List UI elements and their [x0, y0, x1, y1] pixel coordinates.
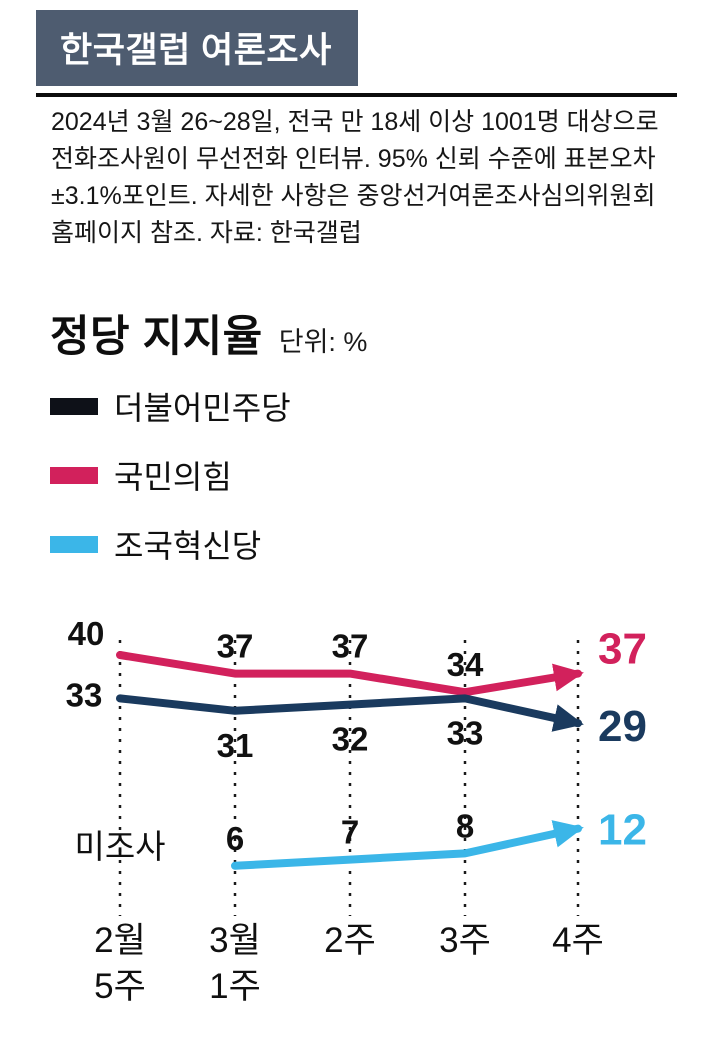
- series-line-2: [231, 820, 584, 870]
- point-label: 8: [456, 807, 474, 844]
- methodology-note: 2024년 3월 26~28일, 전국 만 18세 이상 1001명 대상으로 …: [51, 108, 659, 247]
- point-label: 32: [332, 721, 369, 758]
- header-banner: 한국갤럽 여론조사: [36, 10, 358, 86]
- end-value-label-0: 37: [598, 625, 647, 674]
- chart-title-row: 정당 지지율 단위: %: [50, 302, 367, 364]
- divider: [36, 93, 677, 97]
- point-label: 31: [217, 727, 254, 764]
- point-label: 6: [226, 820, 244, 857]
- point-label: 37: [217, 628, 254, 665]
- point-label: 33: [66, 676, 103, 713]
- series-line-1: [116, 694, 584, 732]
- header-title: 한국갤럽 여론조사: [60, 31, 332, 70]
- legend-label-ppp: 국민의힘: [114, 459, 232, 495]
- axis-label: 2주: [324, 921, 376, 960]
- party-support-line-chart: 40 37 37 34 37 33 31 32 33 29 미조사 6 7 8 12 2월 5주 3월 1주 2주 3주…: [66, 615, 647, 1006]
- end-value-label-1: 29: [598, 702, 647, 751]
- point-label: 33: [447, 714, 484, 751]
- legend-item-minjoo: 더불어민주당: [50, 383, 291, 429]
- point-label: 34: [447, 646, 484, 683]
- legend-swatch-ppp: [50, 466, 98, 484]
- legend-label-rebuilding-korea: 조국혁신당: [114, 528, 262, 564]
- axis-label: 4주: [552, 921, 604, 960]
- axis-label: 5주: [94, 967, 146, 1006]
- legend-swatch-rebuilding-korea: [50, 535, 98, 553]
- missing-data-label: 미조사: [74, 828, 165, 865]
- end-value-label-2: 12: [598, 806, 647, 855]
- legend-swatch-minjoo: [50, 397, 98, 415]
- legend-item-ppp: 국민의힘: [50, 452, 291, 498]
- legend: 더불어민주당 국민의힘 조국혁신당: [50, 383, 291, 567]
- chart-unit-label: 단위: %: [278, 327, 368, 357]
- series-line-0: [116, 651, 584, 697]
- axis-label: 3월: [209, 921, 261, 960]
- legend-item-rebuilding-korea: 조국혁신당: [50, 521, 291, 567]
- point-label: 40: [68, 615, 105, 652]
- legend-label-minjoo: 더불어민주당: [114, 390, 291, 426]
- axis-label: 2월: [94, 921, 146, 960]
- axis-label: 3주: [439, 921, 491, 960]
- point-label: 7: [341, 814, 359, 851]
- axis-label: 1주: [209, 967, 261, 1006]
- point-label: 37: [332, 628, 369, 665]
- chart-title: 정당 지지율: [50, 313, 263, 361]
